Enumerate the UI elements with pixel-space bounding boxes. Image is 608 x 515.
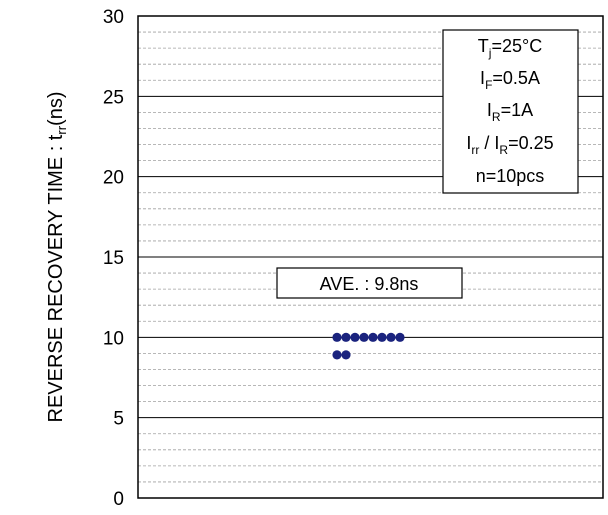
condition-ir: IR=1A [487, 100, 533, 124]
average-box: AVE. : 9.8ns [276, 267, 463, 299]
condition-sample-count: n=10pcs [476, 166, 545, 186]
data-points [332, 332, 405, 360]
plot-frame [137, 15, 604, 499]
y-tick-label: 30 [103, 7, 124, 28]
data-point [368, 332, 378, 342]
y-tick-labels: 0 5 10 15 20 25 30 [103, 7, 124, 510]
conditions-box-frame [442, 29, 579, 194]
data-point [359, 332, 369, 342]
data-point [332, 332, 342, 342]
y-tick-label: 20 [103, 168, 124, 189]
condition-if: IF=0.5A [480, 68, 540, 92]
y-tick-label: 10 [103, 328, 124, 349]
average-box-frame [276, 267, 463, 299]
condition-tj: Tj=25°C [478, 36, 542, 60]
y-tick-label: 5 [113, 409, 124, 430]
y-tick-label: 0 [113, 489, 124, 510]
y-tick-label: 25 [103, 87, 124, 108]
data-point [341, 350, 351, 360]
data-point [386, 332, 396, 342]
data-point [350, 332, 360, 342]
data-point [377, 332, 387, 342]
data-point [395, 332, 405, 342]
data-point [332, 350, 342, 360]
y-axis-title: REVERSE RECOVERY TIME : trr(ns) [45, 92, 69, 423]
conditions-box: Tj=25°C IF=0.5A IR=1A Irr / IR=0.25 n=10… [442, 29, 579, 194]
y-tick-label: 15 [103, 248, 124, 269]
condition-irr-ratio: Irr / IR=0.25 [466, 133, 553, 157]
average-label: AVE. : 9.8ns [320, 274, 419, 294]
data-point [341, 332, 351, 342]
